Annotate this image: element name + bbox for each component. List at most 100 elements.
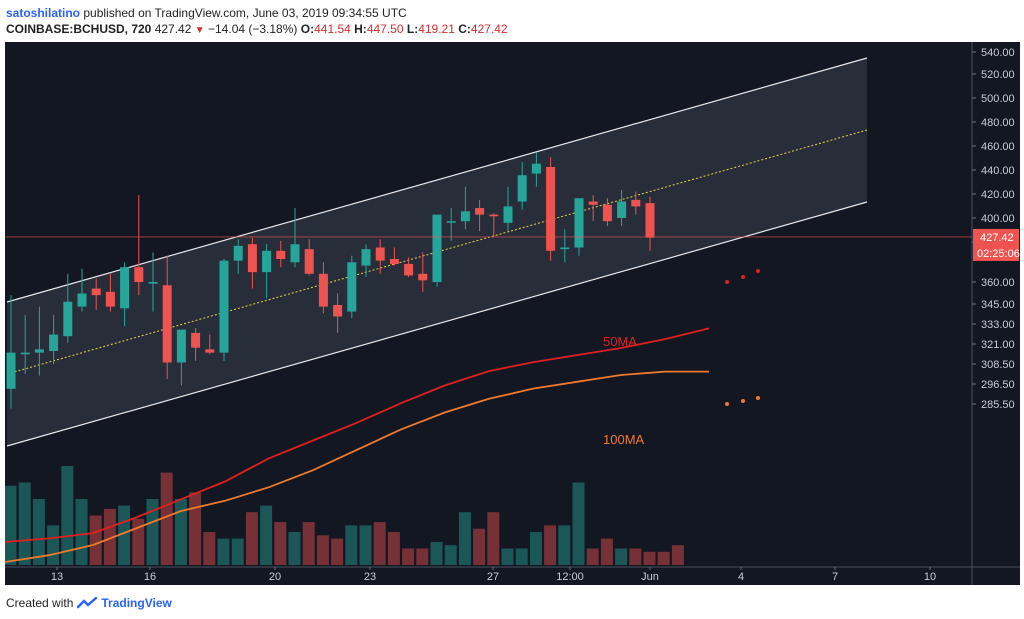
volume-bar: [444, 545, 457, 565]
low-label: L:: [406, 22, 419, 36]
ma50-line: [4, 327, 710, 543]
volume-bar: [458, 512, 471, 565]
price-tag-label: 427.42: [980, 232, 1014, 244]
candle: [205, 334, 215, 355]
ma100-projection-dot: [725, 402, 729, 406]
ma50-label: 50MA: [603, 334, 637, 349]
candle: [176, 329, 186, 386]
candle: [503, 186, 513, 232]
candle-body: [574, 198, 584, 248]
candle-body: [290, 244, 300, 263]
change-value: −14.04 (−3.18%): [208, 22, 298, 36]
candle-body: [276, 250, 286, 259]
y-tick-label: 345.00: [981, 299, 1015, 311]
candle: [631, 191, 641, 215]
candle: [49, 314, 59, 365]
candle: [20, 314, 30, 374]
candle: [546, 157, 556, 261]
volume-bar: [47, 525, 60, 565]
volume-bar: [231, 538, 244, 565]
candle-body: [361, 249, 371, 266]
volume-bar: [629, 548, 642, 565]
volume-bar: [245, 512, 258, 565]
candle: [531, 152, 541, 187]
ohlc-line: COINBASE:BCHUSD, 720 427.42 ▼ −14.04 (−3…: [6, 22, 508, 36]
candle: [262, 244, 272, 299]
candle-body: [503, 206, 513, 223]
candle-body: [347, 262, 357, 312]
candle-body: [77, 293, 87, 307]
low-value: 419.21: [418, 22, 455, 36]
volume-bar: [416, 548, 429, 565]
volume-bar: [529, 532, 542, 565]
candle-body: [560, 247, 570, 250]
y-tick-label: 440.00: [981, 165, 1015, 177]
candle-body: [6, 352, 16, 389]
volume-bar: [473, 528, 486, 565]
candle-body: [389, 259, 399, 264]
candle-body: [375, 247, 385, 261]
candle-body: [233, 245, 243, 261]
x-tick-label: 4: [738, 571, 744, 583]
y-tick-label: 540.00: [981, 47, 1015, 59]
candle-body: [219, 260, 229, 353]
ma100-projection-dot: [741, 399, 745, 403]
candle-body: [475, 208, 485, 215]
volume-bar: [586, 548, 599, 565]
x-tick-label: 23: [364, 571, 376, 583]
volume-bar: [75, 499, 88, 565]
volume-bar: [302, 522, 315, 565]
author-link[interactable]: satoshilatino: [6, 6, 81, 20]
candle-body: [34, 349, 44, 353]
symbol-label: COINBASE:BCHUSD, 720: [6, 22, 152, 36]
candle: [134, 194, 144, 296]
candle: [460, 186, 470, 230]
volume-bar: [515, 548, 528, 565]
countdown-tag: [973, 244, 1019, 261]
high-label: H:: [354, 22, 367, 36]
candle-body: [446, 221, 456, 223]
volume-bar: [501, 548, 514, 565]
candle: [105, 273, 115, 312]
volume-bar: [331, 538, 344, 565]
candle-body: [63, 301, 73, 337]
volume-bar: [387, 532, 400, 565]
candle: [446, 208, 456, 241]
last-price: 427.42: [154, 22, 192, 36]
volume-bar: [288, 532, 301, 565]
y-tick-label: 420.00: [981, 189, 1015, 201]
candle: [432, 214, 442, 287]
volume-bar: [274, 522, 287, 565]
volume-bar: [359, 525, 372, 565]
candle: [191, 328, 201, 361]
volume-bar: [373, 522, 386, 565]
price-chart[interactable]: 50MA 100MA 540.00 520.00 500.00 480.00 460.00 4…: [4, 42, 1020, 585]
candle: [517, 162, 527, 210]
candle: [219, 259, 229, 361]
price-tag: [973, 228, 1019, 245]
high-value: 447.50: [366, 22, 404, 36]
tradingview-brand[interactable]: TradingView: [101, 596, 172, 610]
volume-bar: [189, 492, 202, 565]
candle-body: [631, 199, 641, 207]
candle-body: [304, 249, 314, 274]
close-label: C:: [458, 22, 471, 36]
ma100-line: [4, 370, 709, 563]
candle-body: [602, 204, 612, 222]
ma50-projection-dot: [725, 280, 729, 284]
x-tick-label: 10: [924, 571, 936, 583]
candle: [645, 196, 655, 251]
volume-bar: [671, 545, 684, 565]
candle-body: [617, 201, 627, 218]
volume-bar: [430, 541, 443, 565]
candle-body: [318, 273, 328, 307]
chart-panel[interactable]: 50MA 100MA 540.00 520.00 500.00 480.00 460.00 4…: [4, 42, 1020, 585]
volume-bar: [103, 508, 116, 565]
candle: [91, 278, 101, 310]
y-tick-label: 308.50: [981, 359, 1015, 371]
candle: [304, 239, 314, 276]
tradingview-logo-icon: [77, 597, 98, 609]
candle: [375, 239, 385, 274]
x-tick-label: 7: [832, 571, 838, 583]
volume-bar: [217, 538, 230, 565]
